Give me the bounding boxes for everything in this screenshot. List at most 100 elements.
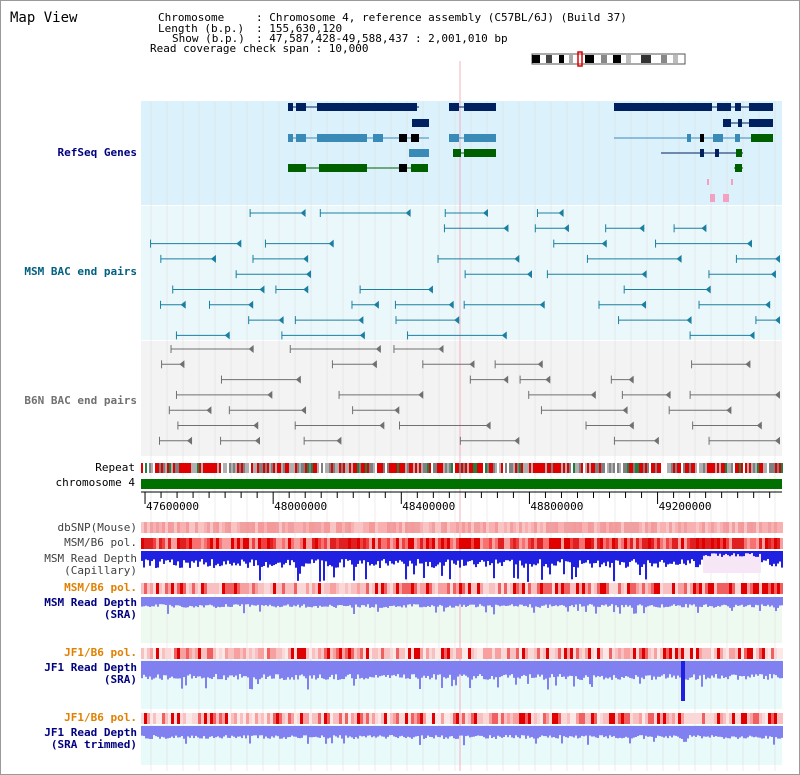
- track-label-msm-bac[interactable]: MSM BAC end pairs: [24, 265, 137, 278]
- track-label-repeat[interactable]: Repeat: [95, 461, 135, 474]
- jf1-trimmed-depth-bar: [607, 726, 609, 739]
- msm-capillary-depth-bar: [453, 551, 455, 564]
- gene-exon: [715, 149, 719, 157]
- heat-cell: [546, 648, 549, 659]
- heat-cell: [774, 648, 777, 659]
- track-label-chromosome[interactable]: chromosome 4: [55, 476, 135, 489]
- jf1-trimmed-depth-bar: [719, 726, 721, 737]
- jf1-sra-depth-bar: [493, 661, 495, 680]
- heat-cell: [582, 648, 585, 659]
- msm-sra-depth-bar: [187, 597, 189, 608]
- heat-cell: [354, 522, 357, 533]
- jf1-trimmed-depth-bar: [355, 726, 357, 738]
- track-label-dbsnp[interactable]: dbSNP(Mouse): [57, 521, 137, 534]
- heat-cell: [249, 522, 252, 533]
- jf1-trimmed-depth-bar: [677, 726, 679, 737]
- heat-cell: [300, 583, 303, 594]
- heat-cell: [168, 648, 171, 659]
- jf1-trimmed-depth-bar: [377, 726, 379, 737]
- heat-cell: [438, 522, 441, 533]
- heat-cell: [228, 522, 231, 533]
- msm-capillary-depth-bar: [333, 551, 335, 578]
- jf1-trimmed-depth-bar: [369, 726, 371, 736]
- jf1-trimmed-depth-bar: [715, 726, 717, 737]
- heat-cell: [309, 713, 312, 724]
- track-label-b6n-bac[interactable]: B6N BAC end pairs: [24, 394, 137, 407]
- jf1-sra-depth-bar: [699, 661, 701, 676]
- msm-capillary-depth-bar: [515, 551, 517, 565]
- msm-sra-depth-bar: [333, 597, 335, 607]
- repeat-segment: [711, 463, 713, 473]
- heat-cell: [588, 538, 591, 549]
- msm-sra-depth-bar: [625, 597, 627, 605]
- track-label-refseq-genes[interactable]: RefSeq Genes: [57, 146, 137, 159]
- msm-capillary-depth-bar: [415, 551, 417, 566]
- track-label-jf1-pol-1[interactable]: JF1/B6 pol.: [64, 646, 137, 659]
- msm-capillary-depth-bar: [271, 551, 273, 566]
- heat-cell: [276, 713, 279, 724]
- track-label-msm-depth-capillary[interactable]: MSM Read Depth: [44, 552, 137, 565]
- repeat-segment: [151, 463, 153, 473]
- heat-cell: [306, 522, 309, 533]
- heat-cell: [612, 713, 615, 724]
- heat-cell: [468, 713, 471, 724]
- heat-cell: [222, 522, 225, 533]
- track-label-jf1-pol-2[interactable]: JF1/B6 pol.: [64, 711, 137, 724]
- heat-cell: [399, 583, 402, 594]
- msm-sra-depth-bar: [779, 597, 781, 606]
- repeat-segment: [649, 463, 651, 473]
- msm-sra-depth-bar: [205, 597, 207, 606]
- msm-sra-depth-bar: [565, 597, 567, 608]
- heat-cell: [210, 713, 213, 724]
- track-label-msm-depth-sra[interactable]: MSM Read Depth: [44, 596, 137, 609]
- track-label-jf1-trimmed[interactable]: JF1 Read Depth: [44, 726, 137, 739]
- track-label-msm-pol-2[interactable]: MSM/B6 pol.: [64, 581, 137, 594]
- heat-cell: [777, 648, 780, 659]
- ideogram-band: [626, 55, 631, 63]
- heat-cell: [459, 713, 462, 724]
- msm-sra-depth-bar: [169, 597, 171, 605]
- heat-cell: [729, 648, 732, 659]
- msm-sra-depth-bar: [299, 597, 301, 608]
- heat-cell: [747, 713, 750, 724]
- heat-cell: [240, 522, 243, 533]
- heat-cell: [750, 713, 753, 724]
- repeat-segment: [625, 463, 627, 473]
- heat-cell: [249, 583, 252, 594]
- heat-cell: [660, 522, 663, 533]
- heat-cell: [582, 713, 585, 724]
- track-label-jf1-depth[interactable]: JF1 Read Depth: [44, 661, 137, 674]
- msm-capillary-depth-bar: [175, 551, 177, 566]
- heat-cell: [165, 713, 168, 724]
- msm-capillary-depth-bar: [335, 551, 337, 568]
- heat-cell: [516, 522, 519, 533]
- depth-gap: [751, 551, 753, 573]
- heat-cell: [633, 648, 636, 659]
- heat-cell: [699, 522, 702, 533]
- msm-capillary-depth-bar: [341, 551, 343, 560]
- msm-capillary-depth-bar: [717, 551, 719, 556]
- jf1-sra-depth-bar: [291, 661, 293, 678]
- heat-cell: [387, 522, 390, 533]
- jf1-trimmed-depth-bar: [345, 726, 347, 736]
- repeat-segment: [567, 463, 569, 473]
- jf1-sra-depth-bar: [439, 661, 441, 675]
- msm-sra-depth-bar: [471, 597, 473, 605]
- msm-sra-depth-bar: [395, 597, 397, 607]
- msm-sra-depth-bar: [611, 597, 613, 605]
- heat-cell: [462, 538, 465, 549]
- msm-sra-depth-bar: [185, 597, 187, 608]
- track-label-msm-pol-1[interactable]: MSM/B6 pol.: [64, 536, 137, 549]
- heat-cell: [516, 648, 519, 659]
- msm-capillary-depth-bar: [395, 551, 397, 561]
- heat-cell: [726, 648, 729, 659]
- jf1-trimmed-depth-bar: [635, 726, 637, 738]
- jf1-sra-depth-bar: [521, 661, 523, 677]
- msm-sra-depth-bar: [473, 597, 475, 605]
- repeat-segment: [765, 463, 767, 473]
- msm-capillary-depth-bar: [151, 551, 153, 562]
- heat-cell: [333, 648, 336, 659]
- heat-cell: [609, 522, 612, 533]
- heat-cell: [582, 583, 585, 594]
- jf1-trimmed-depth-bar: [755, 726, 757, 737]
